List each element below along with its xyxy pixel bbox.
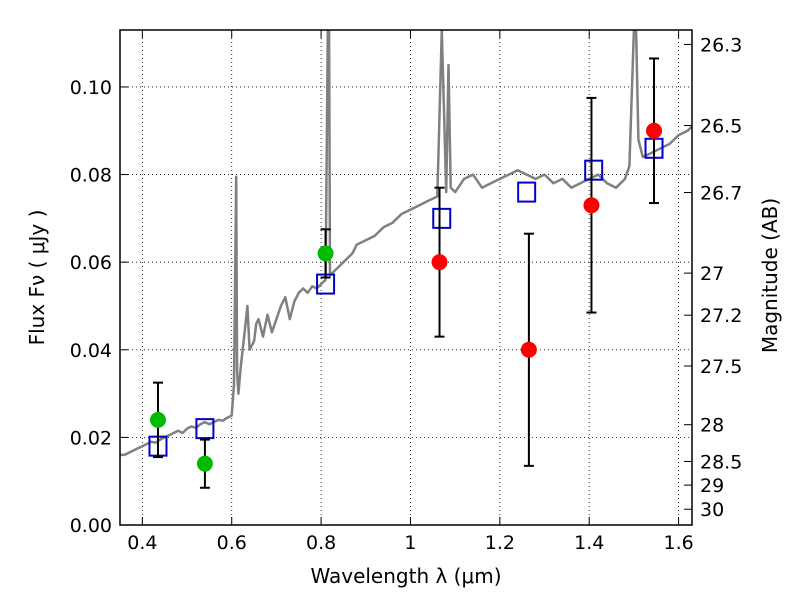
right-tick-label: 30 xyxy=(700,499,724,521)
model-square-marker xyxy=(517,181,537,203)
right-tick-label: 27.5 xyxy=(700,356,742,378)
axis-ticks: 0.4 0.6 0.8 1 1.2 1.4 1.6 0.00 0.02 0.04 0.06 0.08 0… xyxy=(70,30,742,554)
data-point-marker xyxy=(149,411,166,428)
model-square-marker xyxy=(195,418,215,440)
x-tick-label: 1.2 xyxy=(485,532,515,554)
y-axis-title: Flux Fν ( μJy ) xyxy=(25,210,49,346)
right-tick-label: 29 xyxy=(700,475,724,497)
y-tick-label: 0.06 xyxy=(70,252,112,274)
data-point-marker xyxy=(520,341,537,358)
right-tick-label: 26.7 xyxy=(700,183,742,205)
x-tick-label: 0.4 xyxy=(127,532,157,554)
right-axis-title: Magnitude (AB) xyxy=(758,198,782,353)
x-tick-label: 1 xyxy=(404,532,416,554)
model-square-marker xyxy=(584,159,604,181)
plot-frame xyxy=(119,29,693,526)
right-tick-label: 28 xyxy=(700,415,724,437)
x-axis-title: Wavelength λ (μm) xyxy=(310,564,501,588)
right-tick-label: 28.5 xyxy=(700,451,742,473)
data-point-marker xyxy=(196,455,213,472)
right-tick-label: 27.2 xyxy=(700,305,742,327)
data-point-marker xyxy=(646,122,663,139)
y-tick-label: 0.02 xyxy=(70,427,112,449)
data-point-marker xyxy=(583,197,600,214)
y-tick-label: 0.10 xyxy=(70,77,112,99)
right-tick-label: 27 xyxy=(700,263,724,285)
model-square-marker xyxy=(432,207,452,229)
plot-content xyxy=(120,30,692,489)
x-tick-label: 0.8 xyxy=(306,532,336,554)
data-point-marker xyxy=(317,245,334,262)
x-tick-label: 1.4 xyxy=(574,532,604,554)
right-tick-label: 26.3 xyxy=(700,34,742,56)
y-tick-label: 0.08 xyxy=(70,165,112,187)
y-tick-label: 0.00 xyxy=(70,515,112,537)
spectrum-line xyxy=(120,30,692,457)
plot-area xyxy=(120,30,692,489)
data-point-marker xyxy=(431,254,448,271)
right-tick-label: 26.5 xyxy=(700,115,742,137)
x-tick-label: 0.6 xyxy=(217,532,247,554)
y-tick-label: 0.04 xyxy=(70,340,112,362)
x-tick-label: 1.6 xyxy=(663,532,693,554)
